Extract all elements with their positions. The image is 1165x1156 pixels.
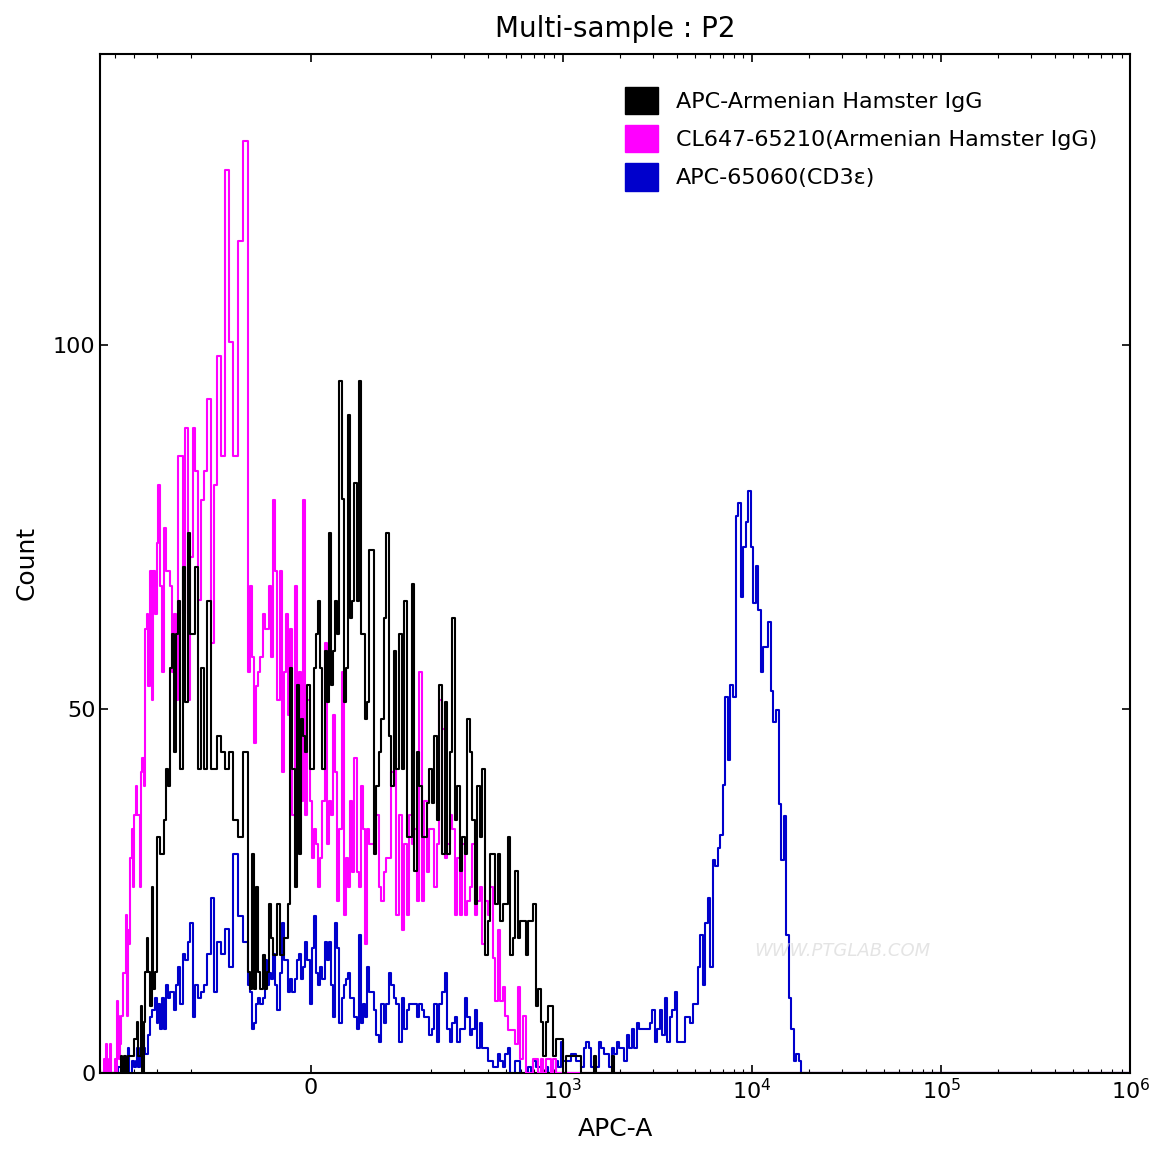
Y-axis label: Count: Count (15, 526, 38, 600)
Text: WWW.PTGLAB.COM: WWW.PTGLAB.COM (754, 942, 930, 959)
Legend: APC-Armenian Hamster IgG, CL647-65210(Armenian Hamster IgG), APC-65060(CD3ε): APC-Armenian Hamster IgG, CL647-65210(Ar… (602, 65, 1120, 213)
X-axis label: APC-A: APC-A (578, 1117, 654, 1141)
Title: Multi-sample : P2: Multi-sample : P2 (495, 15, 735, 43)
